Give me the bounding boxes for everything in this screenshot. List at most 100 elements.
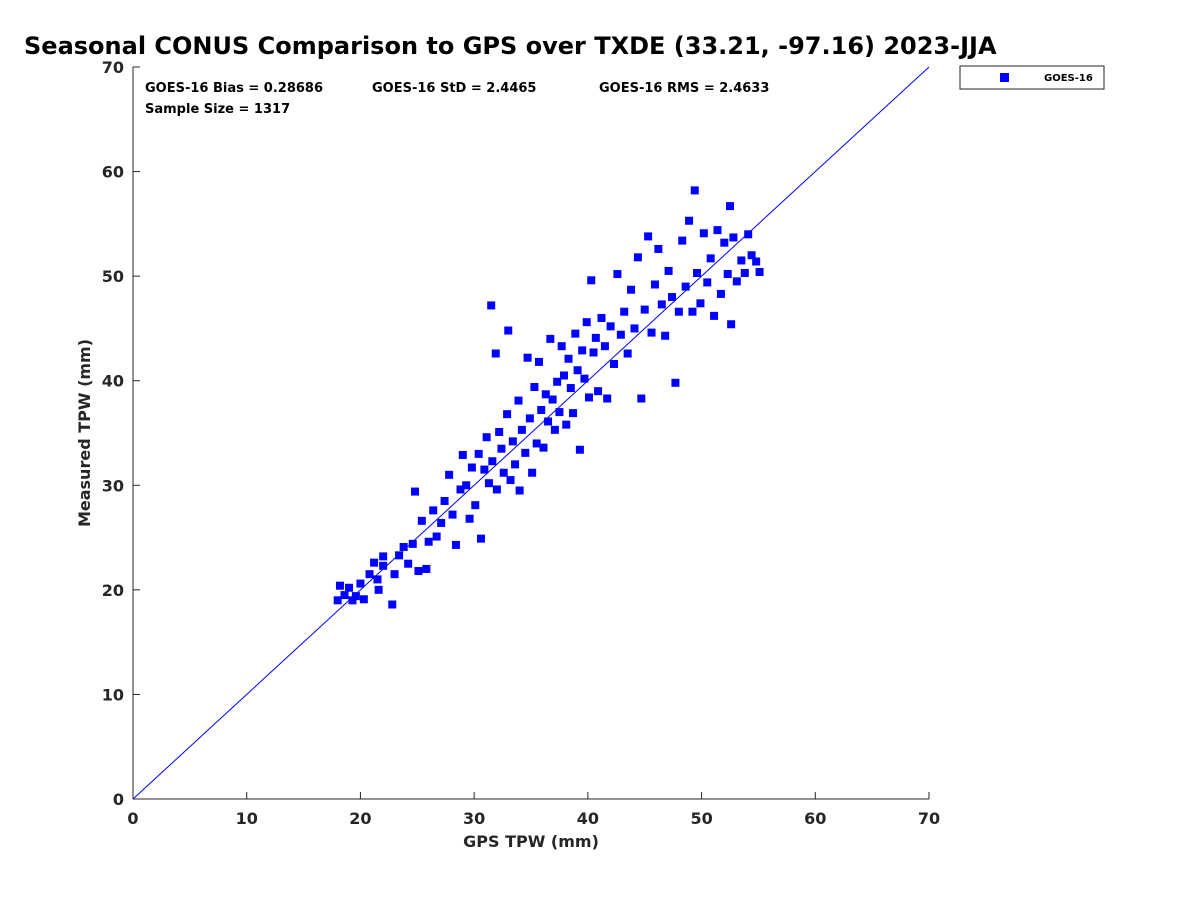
data-point: [495, 427, 504, 436]
data-point: [600, 342, 609, 351]
data-point: [620, 307, 629, 316]
data-point: [654, 244, 663, 253]
data-point: [422, 564, 431, 573]
data-point: [503, 410, 512, 419]
data-point: [580, 374, 589, 383]
data-point: [504, 326, 513, 335]
data-point: [471, 501, 480, 510]
data-point: [408, 539, 417, 548]
data-point: [492, 485, 501, 494]
data-point: [451, 540, 460, 549]
data-point: [424, 537, 433, 546]
y-tick-label: 70: [102, 58, 124, 77]
data-point: [333, 596, 342, 605]
data-point: [723, 270, 732, 279]
data-point: [661, 331, 670, 340]
data-point: [569, 409, 578, 418]
data-point: [340, 591, 349, 600]
data-point: [562, 420, 571, 429]
data-point: [491, 349, 500, 358]
data-point: [365, 570, 374, 579]
y-tick-label: 0: [113, 790, 124, 809]
legend-label-goes-16: GOES-16: [1044, 73, 1093, 84]
data-point: [541, 390, 550, 399]
data-point: [445, 470, 454, 479]
data-point: [462, 481, 471, 490]
data-point: [696, 299, 705, 308]
data-point: [744, 230, 753, 239]
data-point: [616, 330, 625, 339]
x-tick-label: 20: [349, 809, 371, 828]
data-point: [606, 322, 615, 331]
x-axis-label: GPS TPW (mm): [463, 832, 599, 851]
data-point: [710, 311, 719, 320]
data-point: [644, 232, 653, 241]
data-point: [508, 437, 517, 446]
data-point: [480, 465, 489, 474]
data-point: [650, 280, 659, 289]
data-point: [716, 289, 725, 298]
data-point: [539, 443, 548, 452]
data-point: [573, 366, 582, 375]
x-tick-label: 10: [236, 809, 258, 828]
y-axis-ticks: 0 10 20 30 40 50 60 70: [102, 58, 140, 809]
data-point: [440, 496, 449, 505]
data-point: [571, 329, 580, 338]
data-point: [713, 226, 722, 235]
data-point: [685, 216, 694, 225]
stat-rms: GOES-16 RMS = 2.4633: [599, 81, 769, 96]
data-point: [374, 585, 383, 594]
data-point: [591, 333, 600, 342]
data-point: [752, 257, 761, 266]
data-point: [603, 394, 612, 403]
data-point: [523, 353, 532, 362]
data-point: [699, 229, 708, 238]
data-point: [379, 552, 388, 561]
y-tick-label: 10: [102, 685, 124, 704]
data-point: [557, 342, 566, 351]
data-point: [584, 393, 593, 402]
data-point: [555, 408, 564, 417]
y-tick-label: 60: [102, 163, 124, 182]
y-tick-label: 20: [102, 581, 124, 600]
stat-std: GOES-16 StD = 2.4465: [372, 81, 536, 96]
data-point: [528, 468, 537, 477]
data-point: [482, 433, 491, 442]
x-tick-label: 0: [127, 809, 138, 828]
data-point: [487, 301, 496, 310]
data-point: [511, 460, 520, 469]
y-tick-label: 40: [102, 372, 124, 391]
legend: GOES-16: [959, 65, 1105, 90]
data-point: [467, 463, 476, 472]
data-point: [335, 581, 344, 590]
data-point: [681, 282, 690, 291]
data-point: [678, 236, 687, 245]
data-point: [688, 307, 697, 316]
data-point: [693, 269, 702, 278]
data-point: [429, 506, 438, 515]
data-point: [647, 328, 656, 337]
data-point: [671, 378, 680, 387]
data-point: [532, 439, 541, 448]
data-point: [623, 349, 632, 358]
x-tick-label: 40: [577, 809, 599, 828]
data-point: [474, 449, 483, 458]
data-point: [747, 251, 756, 260]
data-point: [594, 387, 603, 396]
data-point: [458, 450, 467, 459]
data-point: [633, 253, 642, 262]
data-point: [674, 307, 683, 316]
data-point: [345, 583, 354, 592]
data-point: [587, 276, 596, 285]
data-point: [514, 396, 523, 405]
data-point: [351, 592, 360, 601]
data-point: [530, 382, 539, 391]
data-point: [476, 534, 485, 543]
x-tick-label: 30: [463, 809, 485, 828]
data-point: [610, 359, 619, 368]
legend-marker-goes-16: [1000, 73, 1009, 82]
data-point: [740, 269, 749, 278]
stat-sample-size: Sample Size = 1317: [145, 102, 290, 117]
data-point: [390, 570, 399, 579]
